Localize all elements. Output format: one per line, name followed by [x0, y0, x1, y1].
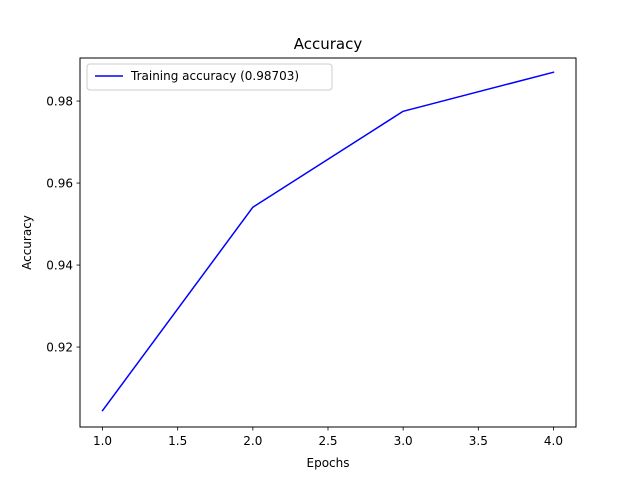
- series-line-training-accuracy: [101, 71, 555, 412]
- x-axis-label: Epochs: [307, 456, 350, 470]
- x-tick-label: 2.0: [243, 434, 262, 448]
- y-tick-label: 0.96: [46, 177, 73, 191]
- y-axis-ticks: 0.92 0.94 0.96 0.98: [46, 95, 80, 355]
- x-tick-label: 1.0: [93, 434, 112, 448]
- series-layer: [101, 71, 555, 412]
- y-tick-label: 0.98: [46, 95, 73, 109]
- x-tick-label: 3.0: [394, 434, 413, 448]
- x-axis-ticks: 1.0 1.5 2.0 2.5 3.0 3.5 4.0: [93, 427, 563, 448]
- legend: Training accuracy (0.98703): [86, 63, 333, 91]
- x-tick-label: 2.5: [318, 434, 337, 448]
- x-tick-label: 4.0: [544, 434, 563, 448]
- y-tick-label: 0.92: [46, 341, 73, 355]
- x-tick-label: 1.5: [168, 434, 187, 448]
- chart-title: Accuracy: [294, 35, 363, 53]
- y-axis-label: Accuracy: [20, 215, 34, 270]
- legend-frame: [86, 63, 333, 91]
- y-tick-label: 0.94: [46, 259, 73, 273]
- legend-label-training-accuracy: Training accuracy (0.98703): [130, 69, 299, 83]
- x-tick-label: 3.5: [469, 434, 488, 448]
